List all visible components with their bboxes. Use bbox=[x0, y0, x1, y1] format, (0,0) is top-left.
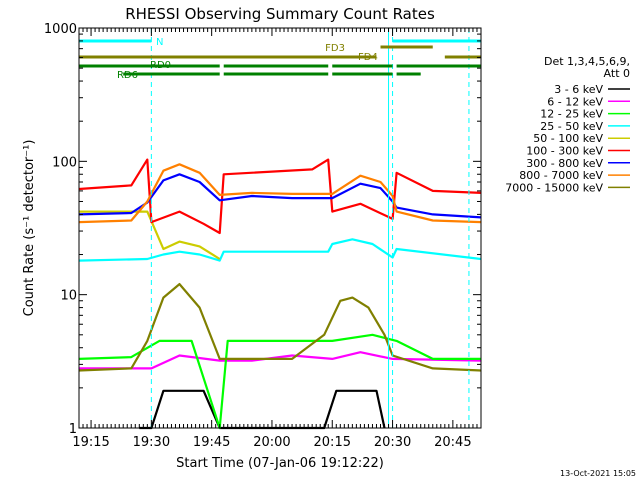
y-axis: 1 10 100 1000 bbox=[44, 22, 481, 437]
x-tick-label-1930: 19:30 bbox=[133, 435, 170, 450]
flag-label-n: N bbox=[156, 37, 163, 48]
legend-label-7: 300 - 800 keV bbox=[526, 157, 603, 170]
series-layer bbox=[78, 158, 482, 430]
legend-label-4: 25 - 50 keV bbox=[540, 120, 603, 133]
flag-label-rd0: RD0 bbox=[150, 60, 171, 71]
legend-header-line-1: Det 1,3,4,5,6,9, bbox=[544, 55, 630, 68]
y-tick-label-100: 100 bbox=[52, 155, 77, 170]
legend-label-1: 3 - 6 keV bbox=[554, 83, 603, 96]
y-axis-label: Count Rate (s⁻¹ detector⁻¹) bbox=[22, 140, 37, 317]
legend-label-9: 7000 - 15000 keV bbox=[505, 181, 603, 194]
legend-label-2: 6 - 12 keV bbox=[547, 95, 603, 108]
flags-layer: N FD3 FD4 RD0 RD6 bbox=[79, 37, 481, 81]
flag-label-fd4: FD4 bbox=[358, 52, 378, 63]
y-tick-label-1000: 1000 bbox=[44, 22, 77, 37]
series-line-9 bbox=[78, 283, 482, 372]
series-line-8 bbox=[78, 163, 482, 224]
legend-label-5: 50 - 100 keV bbox=[533, 132, 603, 145]
footer-timestamp: 13-Oct-2021 15:05 bbox=[560, 469, 636, 478]
chart-title: RHESSI Observing Summary Count Rates bbox=[125, 5, 435, 23]
x-tick-label-2000: 20:00 bbox=[253, 435, 290, 450]
x-axis-label: Start Time (07-Jan-06 19:12:22) bbox=[176, 456, 384, 471]
x-tick-label-1915: 19:15 bbox=[72, 435, 109, 450]
series-line-6 bbox=[78, 158, 482, 235]
legend-label-6: 100 - 300 keV bbox=[526, 145, 603, 158]
x-tick-label-2015: 20:15 bbox=[314, 435, 351, 450]
series-line-5 bbox=[79, 210, 221, 260]
legend-header-line-2: Att 0 bbox=[604, 67, 630, 80]
flag-label-rd6: RD6 bbox=[117, 70, 138, 81]
legend-label-8: 800 - 7000 keV bbox=[519, 169, 603, 182]
series-line-3 bbox=[78, 333, 481, 430]
series-line-4 bbox=[78, 238, 482, 262]
flag-label-fd3: FD3 bbox=[325, 43, 345, 54]
x-tick-label-1945: 19:45 bbox=[193, 435, 230, 450]
x-tick-label-2030: 20:30 bbox=[374, 435, 411, 450]
y-tick-label-10: 10 bbox=[60, 289, 77, 304]
x-axis: 19:15 19:30 19:45 20:00 20:15 20:30 20:45 bbox=[72, 28, 482, 450]
x-tick-label-2045: 20:45 bbox=[434, 435, 471, 450]
markers-layer bbox=[150, 28, 470, 428]
legend-label-3: 12 - 25 keV bbox=[540, 108, 603, 121]
y-tick-label-1: 1 bbox=[69, 422, 77, 437]
